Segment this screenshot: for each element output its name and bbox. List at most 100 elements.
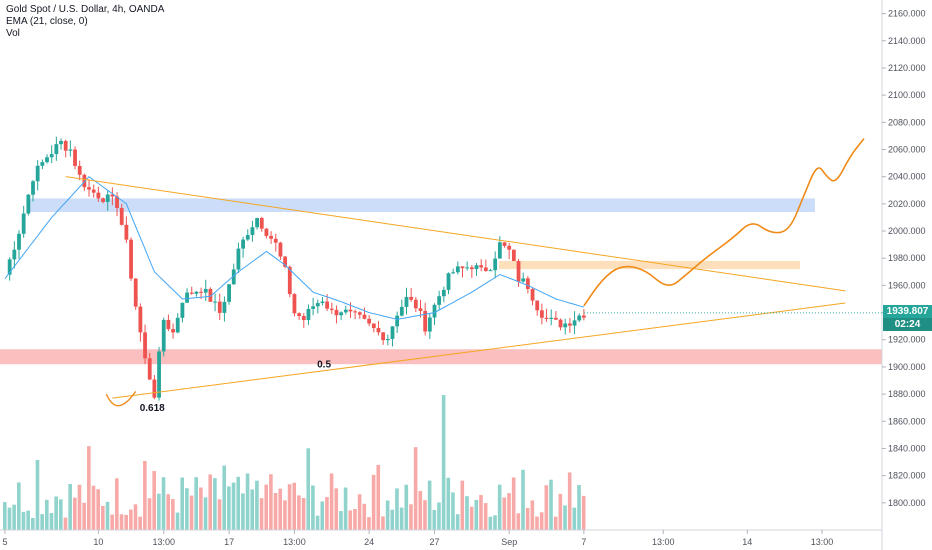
- volume-bar: [273, 493, 278, 530]
- swing-low-curve: [105, 390, 137, 407]
- volume-bar: [189, 495, 194, 530]
- candle-body: [245, 234, 250, 240]
- candle-body: [292, 294, 297, 314]
- candle-body: [297, 313, 302, 317]
- time-tick-label: 5: [2, 537, 7, 547]
- volume-bar: [395, 488, 399, 530]
- volume-bar: [115, 478, 119, 530]
- price-tick-label: 2160.000: [888, 9, 926, 19]
- volume-bar: [185, 488, 189, 530]
- candle-body: [26, 194, 31, 214]
- volume-bar: [460, 480, 465, 530]
- volume-bar: [77, 484, 82, 530]
- price-tick-label: 2140.000: [888, 36, 926, 46]
- candle-body: [203, 288, 208, 293]
- volume-bar: [278, 488, 283, 530]
- price-tick-label: 1800.000: [888, 498, 926, 508]
- candle-body: [17, 233, 21, 250]
- candle-body: [572, 320, 577, 326]
- fib-label-0-618: 0.618: [140, 403, 165, 414]
- volume-bar: [129, 509, 133, 530]
- candle-body: [96, 192, 101, 199]
- candle-body: [143, 332, 147, 359]
- volume-bar: [390, 509, 395, 530]
- candle-body: [446, 273, 451, 290]
- price-tick-label: 1920.000: [888, 335, 926, 345]
- volume-bar: [577, 485, 581, 530]
- candle-body: [381, 332, 386, 341]
- volume-bar: [511, 477, 516, 530]
- price-tick-label: 2020.000: [888, 199, 926, 209]
- candle-body: [185, 292, 189, 303]
- time-tick-label: 13:00: [152, 537, 175, 547]
- volume-bar: [171, 499, 175, 530]
- candle-body: [460, 266, 465, 269]
- candle-body: [101, 198, 105, 202]
- volume-bar: [59, 499, 63, 530]
- candle-body: [287, 266, 292, 295]
- volume-bar: [49, 513, 54, 530]
- volume-bar: [101, 505, 105, 530]
- volume-bar: [385, 500, 390, 530]
- volume-bar: [334, 488, 339, 530]
- volume-bar: [175, 512, 180, 530]
- candle-body: [63, 140, 68, 151]
- candle-body: [483, 267, 488, 271]
- candle-body: [521, 278, 526, 282]
- candle-body: [231, 269, 236, 285]
- volume-bar: [362, 503, 367, 530]
- candle-body: [451, 272, 456, 274]
- volume-bar: [367, 517, 371, 530]
- volume-bar: [353, 508, 357, 530]
- candle-body: [161, 319, 166, 352]
- volume-bar: [287, 484, 292, 530]
- volume-bar: [73, 497, 77, 530]
- price-tick-label: 1820.000: [888, 471, 926, 481]
- candle-body: [395, 315, 400, 327]
- volume-bar: [180, 477, 185, 530]
- candle-body: [535, 300, 540, 311]
- candle-body: [110, 194, 115, 197]
- candle-body: [371, 323, 376, 329]
- descending-trendline: [65, 176, 846, 292]
- candle-body: [362, 314, 367, 319]
- candle-body: [353, 311, 358, 313]
- candle-body: [563, 323, 568, 328]
- candle-body: [404, 296, 409, 307]
- volume-bar: [222, 465, 227, 530]
- price-tick-label: 2040.000: [888, 172, 926, 182]
- volume-bar: [199, 487, 203, 530]
- volume-bar: [381, 516, 385, 530]
- volume-bar: [483, 503, 488, 530]
- ema-line: [4, 176, 585, 320]
- volume-bar: [7, 507, 12, 530]
- candle-body: [129, 239, 133, 279]
- candle-body: [549, 317, 554, 319]
- candle-body: [437, 296, 442, 305]
- candle-body: [194, 291, 199, 294]
- candle-body: [413, 299, 418, 309]
- volume-bar: [54, 496, 58, 530]
- candle-body: [40, 162, 45, 166]
- candle-body: [222, 301, 227, 313]
- volume-bar: [227, 486, 231, 530]
- volume-bar: [40, 514, 44, 530]
- candle-body: [147, 358, 152, 380]
- legend-vol[interactable]: Vol: [6, 28, 20, 39]
- legend-ema[interactable]: EMA (21, close, 0): [6, 16, 88, 27]
- volume-bar: [502, 497, 507, 530]
- candle-body: [357, 312, 362, 315]
- candle-body: [171, 329, 175, 333]
- volume-bar: [87, 446, 91, 530]
- chart-legend: Gold Spot / U.S. Dollar, 4h, OANDA EMA (…: [6, 4, 164, 40]
- volume-bar: [166, 494, 170, 530]
- candle-body: [175, 317, 180, 333]
- volume-bar: [348, 510, 353, 530]
- volume-bar: [549, 479, 553, 530]
- candle-body: [73, 149, 77, 166]
- price-tick-label: 1880.000: [888, 389, 926, 399]
- volume-bar: [105, 501, 110, 530]
